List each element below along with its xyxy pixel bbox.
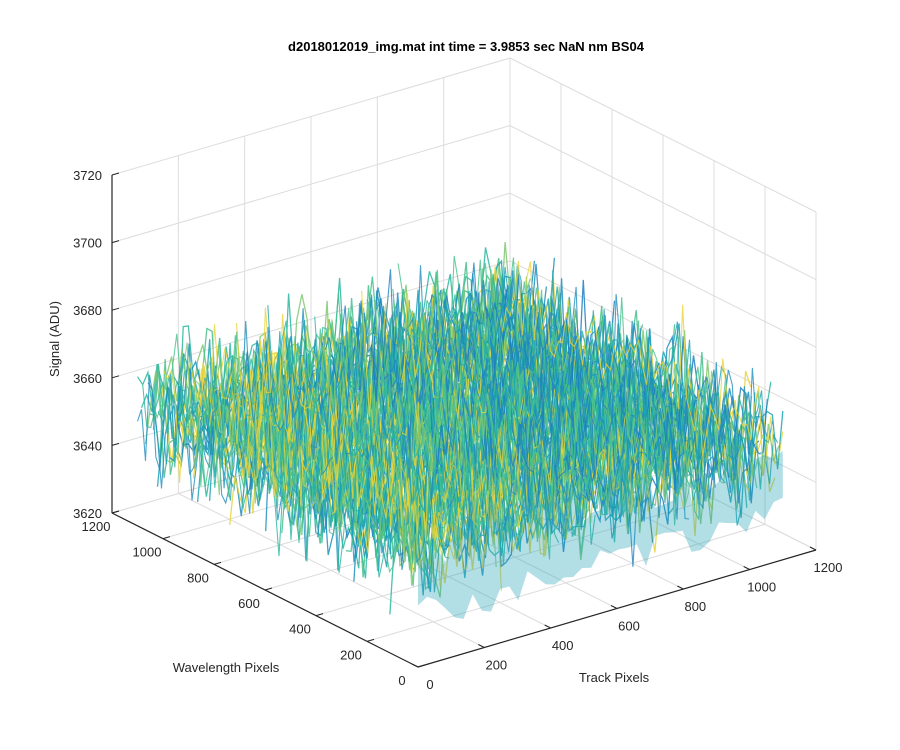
z-tick-mark: [111, 442, 120, 446]
surface-column: [486, 273, 768, 481]
z-tick-label: 3700: [73, 236, 102, 251]
y-tick-mark: [162, 536, 171, 540]
y-axis-label: Wavelength Pixels: [173, 660, 280, 675]
back-wall-gridline: [111, 57, 511, 176]
y-tick-mark: [264, 587, 273, 591]
x-tick-label: 800: [684, 599, 706, 614]
x-tick-mark: [809, 546, 817, 551]
surface-column: [480, 257, 763, 476]
z-tick-mark: [111, 172, 120, 176]
z-tick-label: 3680: [73, 303, 102, 318]
y-tick-mark: [417, 664, 426, 668]
side-wall-gridline: [509, 192, 817, 348]
surface-column: [366, 299, 648, 518]
surface-column: [501, 261, 784, 475]
z-tick-label: 3640: [73, 438, 102, 453]
y-tick-mark: [315, 613, 324, 617]
z-tick-label: 3720: [73, 168, 102, 183]
z-tick-label: 3620: [73, 506, 102, 521]
y-tick-label: 1200: [82, 519, 111, 534]
surface-column: [491, 279, 773, 461]
x-tick-label: 1200: [814, 560, 843, 575]
back-wall-gridline: [111, 125, 511, 244]
z-tick-mark: [111, 510, 120, 514]
surface-column: [178, 342, 461, 586]
z-tick-mark: [111, 375, 120, 379]
z-axis-label: Signal (ADU): [47, 301, 62, 377]
y-tick-label: 400: [289, 622, 311, 637]
surface-column: [381, 269, 664, 519]
chart-title: d2018012019_img.mat int time = 3.9853 se…: [288, 39, 645, 54]
x-tick-label: 1000: [747, 580, 776, 595]
x-tick-mark: [544, 624, 551, 629]
side-wall-gridline: [509, 57, 817, 213]
y-tick-mark: [213, 561, 222, 565]
y-tick-label: 600: [238, 596, 260, 611]
side-wall-gridline: [509, 125, 817, 281]
y-tick-label: 200: [340, 647, 362, 662]
back-wall-gridline: [111, 192, 511, 311]
x-tick-label: 400: [552, 638, 574, 653]
y-tick-label: 800: [187, 570, 209, 585]
x-tick-mark: [677, 585, 684, 590]
surface-front-face: [418, 429, 783, 619]
z-tick-label: 3660: [73, 371, 102, 386]
z-tick-mark: [111, 307, 120, 311]
surface-column: [329, 293, 612, 516]
x-tick-label: 600: [618, 619, 640, 634]
tick-layer: 0 200 400 600 800 1000 1200 0 200 400 600 800 1000 12…: [73, 168, 842, 692]
surface-column: [376, 300, 659, 515]
surface-column: [387, 289, 669, 517]
surface-column: [496, 265, 779, 485]
y-tick-label: 0: [398, 673, 405, 688]
x-tick-mark: [411, 663, 419, 668]
y-tick-label: 1000: [133, 545, 162, 560]
x-axis-label: Track Pixels: [579, 670, 650, 685]
x-tick-label: 0: [426, 677, 433, 692]
z-tick-mark: [111, 240, 120, 244]
surface-column: [277, 320, 560, 544]
y-tick-mark: [366, 638, 375, 642]
x-tick-mark: [610, 605, 618, 609]
surface-layer: [136, 242, 784, 619]
x-tick-mark: [478, 644, 485, 648]
x-tick-label: 200: [485, 658, 507, 673]
x-tick-mark: [743, 566, 750, 570]
